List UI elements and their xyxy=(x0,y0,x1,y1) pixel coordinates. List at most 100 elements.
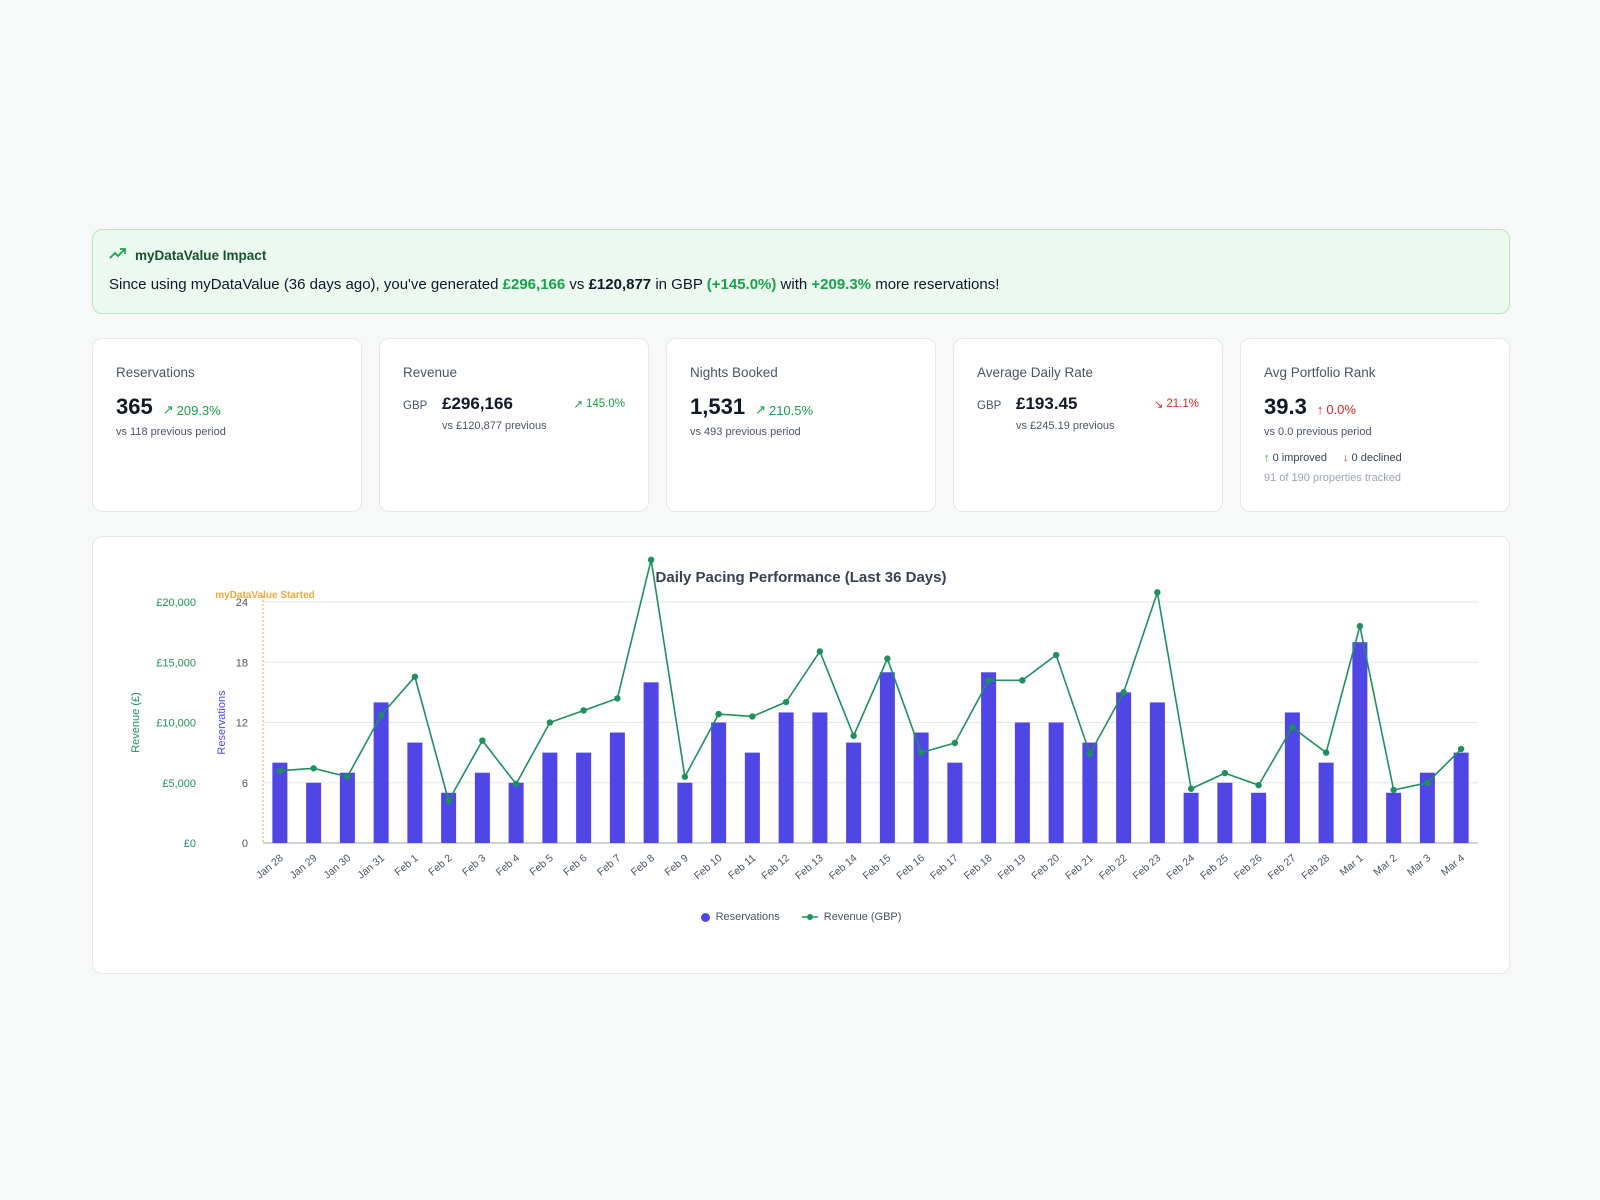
x-tick-label: Feb 14 xyxy=(827,852,860,882)
x-tick-label: Feb 20 xyxy=(1029,852,1062,882)
revenue-point xyxy=(782,698,790,706)
x-tick-label: Feb 25 xyxy=(1198,852,1231,882)
bar-reservations xyxy=(846,742,862,843)
card-change: ↗ 210.5% xyxy=(755,402,813,418)
revenue-point xyxy=(1289,724,1296,731)
pacing-chart-card: Daily Pacing Performance (Last 36 Days) … xyxy=(92,536,1510,974)
revenue-point xyxy=(681,773,689,780)
start-marker-label: myDataValue Started xyxy=(215,590,315,601)
revenue-point xyxy=(377,712,385,719)
banner-header: myDataValue Impact xyxy=(109,246,1493,264)
bar-reservations xyxy=(778,712,794,843)
currency-label: GBP xyxy=(403,400,428,412)
bar-reservations xyxy=(1318,762,1334,843)
bar-reservations xyxy=(1048,722,1064,843)
revenue-point xyxy=(917,749,925,756)
revenue-card: Revenue GBP £296,166 vs £120,877 previou… xyxy=(379,338,649,512)
x-tick-label: Feb 26 xyxy=(1232,852,1265,882)
impact-banner: myDataValue Impact Since using myDataVal… xyxy=(92,229,1510,314)
y-tick-label-right: 12 xyxy=(236,718,248,730)
trending-up-icon xyxy=(109,246,127,264)
revenue-point xyxy=(411,673,419,680)
bar-reservations xyxy=(1386,792,1402,843)
card-value: £296,166 xyxy=(442,394,513,413)
portfolio-rank-card: Avg Portfolio Rank 39.3 ↑ 0.0% vs 0.0 pr… xyxy=(1240,338,1510,512)
x-tick-label: Feb 24 xyxy=(1164,852,1197,882)
legend-item-revenue[interactable]: Revenue (GBP) xyxy=(801,911,901,923)
bar-reservations xyxy=(711,722,727,843)
revenue-point xyxy=(1457,745,1465,753)
tracked-count: 91 of 190 properties tracked xyxy=(1264,472,1401,484)
bar-reservations xyxy=(609,732,625,843)
y-tick-label-right: 18 xyxy=(236,657,248,669)
bar-reservations xyxy=(1014,722,1030,843)
card-change: ↘ 21.1% xyxy=(1154,394,1199,411)
revenue-point xyxy=(1255,781,1262,789)
bar-reservations xyxy=(1116,692,1132,843)
revenue-point xyxy=(715,710,722,718)
y-tick-label-right: 6 xyxy=(242,778,248,790)
card-subtext: vs 0.0 previous period xyxy=(1264,426,1372,438)
revenue-point xyxy=(1356,622,1364,630)
x-tick-label: Feb 15 xyxy=(861,852,894,882)
x-tick-label: Feb 6 xyxy=(561,852,589,879)
declined-label: 0 declined xyxy=(1351,452,1402,464)
change-value: 209.3% xyxy=(176,402,221,418)
card-change: ↗ 209.3% xyxy=(163,402,221,418)
card-label: Revenue xyxy=(403,365,458,380)
x-tick-label: Feb 1 xyxy=(393,852,421,879)
y-tick-label-left: £0 xyxy=(184,838,196,850)
revenue-point xyxy=(479,737,486,744)
x-tick-label: Jan 31 xyxy=(355,852,387,882)
x-tick-label: Feb 27 xyxy=(1266,852,1299,882)
bar-reservations xyxy=(981,672,997,843)
card-label: Avg Portfolio Rank xyxy=(1264,365,1376,380)
card-value: 1,531 xyxy=(690,394,746,419)
banner-text-3: in GBP xyxy=(651,276,707,293)
x-tick-label: Feb 21 xyxy=(1063,852,1096,882)
bar-reservations xyxy=(913,732,929,843)
banner-text-1: Since using myDataValue (36 days ago), y… xyxy=(109,276,503,293)
x-tick-label: Feb 11 xyxy=(726,852,758,882)
card-subtext: vs 493 previous period xyxy=(690,426,801,438)
revenue-point xyxy=(816,648,824,655)
improved-count: ↑ 0 improved xyxy=(1264,452,1327,464)
x-tick-label: Feb 17 xyxy=(928,852,961,882)
bar-reservations xyxy=(474,772,490,843)
revenue-point xyxy=(1221,769,1229,777)
arrow-up-icon: ↑ xyxy=(1264,452,1270,464)
bar-reservations xyxy=(1149,702,1165,843)
revenue-point xyxy=(749,713,756,720)
revenue-point xyxy=(1424,779,1431,786)
x-tick-label: Feb 10 xyxy=(692,852,725,882)
change-value: 210.5% xyxy=(768,402,814,418)
pacing-chart: 0 6 12 18 24 £0 £5,000 £10,000 £15,000 £20,000 Rev… xyxy=(130,556,1478,882)
card-value: £193.45 xyxy=(1016,394,1078,413)
bar-reservations xyxy=(1183,792,1199,843)
bar-reservations xyxy=(744,752,760,843)
rank-movement: ↑ 0 improved ↓ 0 declined xyxy=(1264,452,1486,464)
card-label: Nights Booked xyxy=(690,365,778,380)
x-tick-label: Mar 3 xyxy=(1405,852,1433,879)
x-tick-label: Feb 7 xyxy=(595,852,623,879)
arrow-down-right-icon: ↘ xyxy=(1153,399,1164,411)
chart-legend: Reservations Revenue (GBP) xyxy=(93,911,1509,923)
x-tick-label: Feb 8 xyxy=(629,852,657,879)
banner-reservations-change: +209.3% xyxy=(811,276,872,293)
banner-text-4: with xyxy=(776,276,812,293)
x-tick-label: Mar 1 xyxy=(1338,852,1366,879)
x-tick-label: Feb 2 xyxy=(426,852,454,879)
card-subtext: vs £120,877 previous xyxy=(442,420,547,432)
currency-label: GBP xyxy=(977,400,1002,412)
revenue-point xyxy=(1187,785,1195,792)
revenue-point xyxy=(985,677,992,684)
legend-swatch-revenue xyxy=(801,914,818,920)
y-tick-label-left: £15,000 xyxy=(156,657,196,669)
revenue-point xyxy=(1390,786,1397,794)
arrow-up-right-icon: ↗ xyxy=(755,402,766,417)
revenue-point xyxy=(1120,689,1127,696)
bar-reservations xyxy=(373,702,389,843)
x-tick-label: Jan 28 xyxy=(254,852,286,882)
legend-item-reservations[interactable]: Reservations xyxy=(700,911,780,923)
y-axis-label-right: Reservations xyxy=(216,690,228,755)
